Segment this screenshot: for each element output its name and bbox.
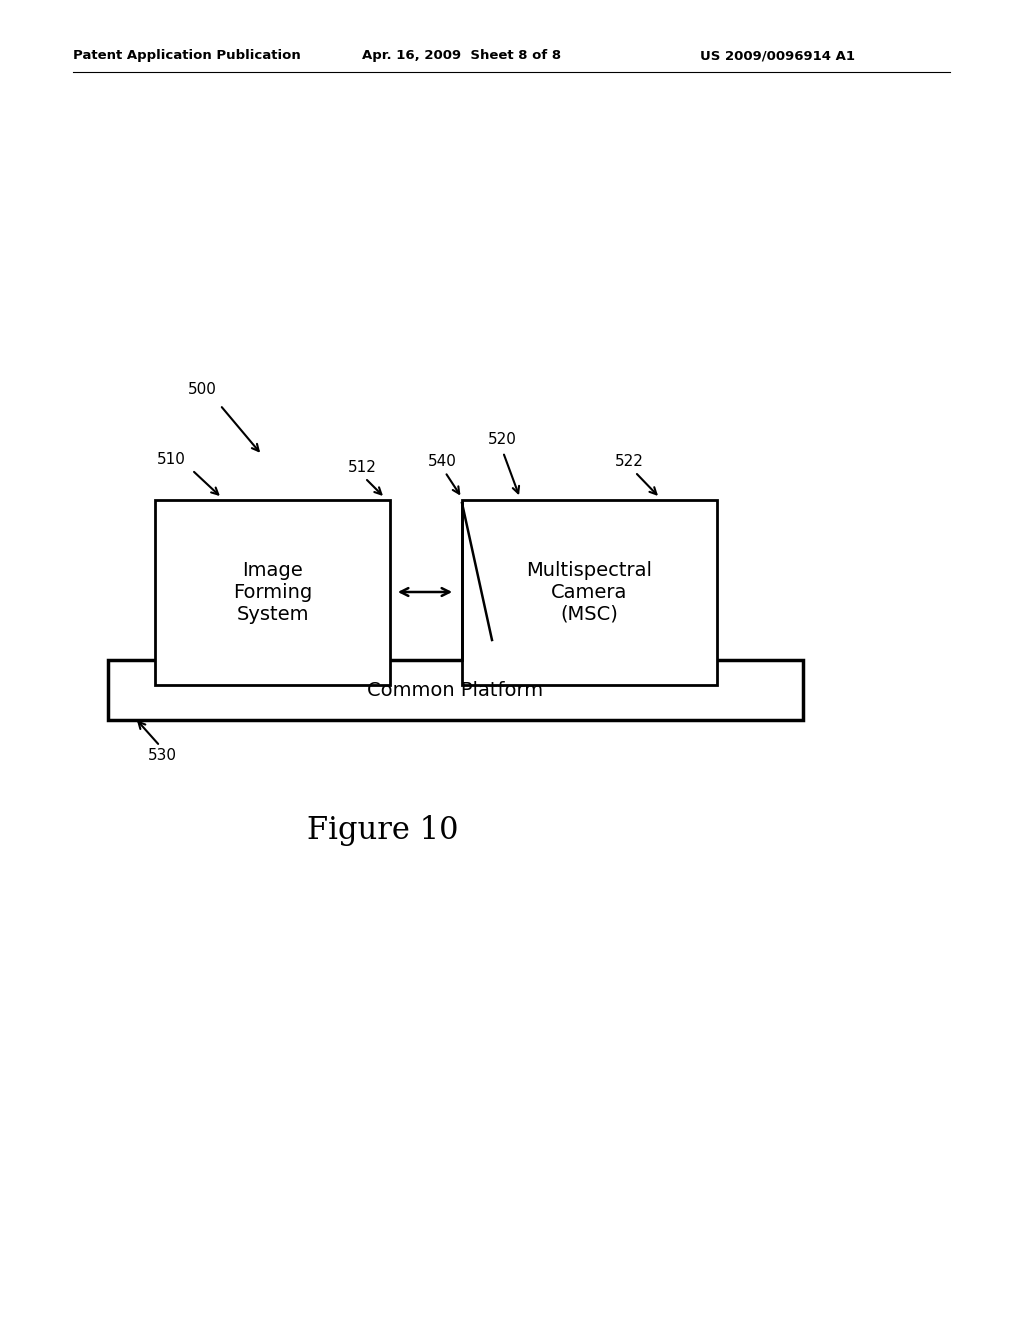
Text: 520: 520 bbox=[488, 433, 517, 447]
Text: 512: 512 bbox=[348, 461, 377, 475]
Text: Common Platform: Common Platform bbox=[368, 681, 544, 700]
Text: Image
Forming
System: Image Forming System bbox=[232, 561, 312, 624]
Text: 530: 530 bbox=[148, 748, 177, 763]
Text: 540: 540 bbox=[428, 454, 457, 470]
Text: Apr. 16, 2009  Sheet 8 of 8: Apr. 16, 2009 Sheet 8 of 8 bbox=[362, 49, 561, 62]
Text: Figure 10: Figure 10 bbox=[307, 814, 459, 846]
Bar bbox=[462, 500, 717, 685]
Text: 500: 500 bbox=[188, 383, 217, 397]
Bar bbox=[155, 500, 390, 685]
Text: 522: 522 bbox=[615, 454, 644, 470]
Text: Patent Application Publication: Patent Application Publication bbox=[73, 49, 301, 62]
Text: 510: 510 bbox=[157, 453, 186, 467]
Bar bbox=[108, 660, 803, 719]
Text: Multispectral
Camera
(MSC): Multispectral Camera (MSC) bbox=[526, 561, 652, 624]
Text: US 2009/0096914 A1: US 2009/0096914 A1 bbox=[700, 49, 855, 62]
